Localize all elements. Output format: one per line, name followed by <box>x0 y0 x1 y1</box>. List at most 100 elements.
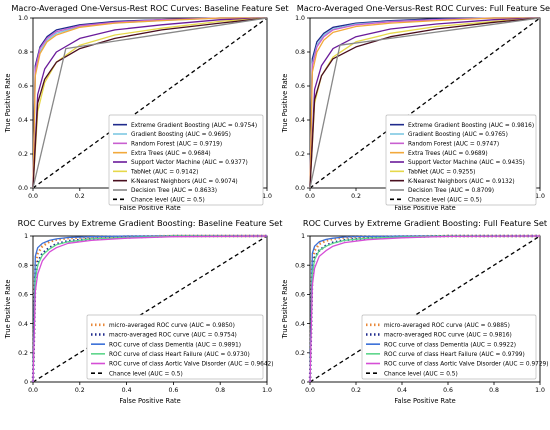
y-tick-label: 0.8 <box>295 49 305 56</box>
y-tick-label: 0.6 <box>18 292 28 299</box>
legend: micro-averaged ROC curve (AUC = 0.9850) m… <box>86 314 273 380</box>
series-line-9 <box>309 17 541 189</box>
x-tick-label: 0.0 <box>28 387 38 394</box>
legend-entry: ROC curve of class Aortic Valve Disorder… <box>384 362 548 368</box>
legend-entry: macro-averaged ROC curve (AUC = 0.9816) <box>384 333 512 339</box>
x-tick-label: 0.8 <box>489 387 499 394</box>
legend-box <box>108 114 264 206</box>
legend-entry: Random Forest (AUC = 0.9747) <box>408 141 499 147</box>
legend-entry: micro-averaged ROC curve (AUC = 0.9850) <box>109 323 235 329</box>
legend-entry: Extreme Gradient Boosting (AUC = 0.9754) <box>131 123 257 129</box>
x-tick-label: 0.8 <box>215 387 225 394</box>
x-tick-label: 1.0 <box>262 193 272 200</box>
legend-entry: Support Vector Machine (AUC = 0.9377) <box>131 160 248 166</box>
series-line-8 <box>32 17 268 189</box>
y-tick-label: 0.0 <box>18 185 28 192</box>
legend-entry: TabNet (AUC = 0.9255) <box>407 169 475 175</box>
series-line-5 <box>32 235 268 383</box>
y-tick-label: 0.8 <box>18 262 28 269</box>
legend-box <box>361 314 537 380</box>
series-line-4 <box>309 17 540 189</box>
y-tick-label: 1 <box>24 233 28 240</box>
x-tick-label: 1.0 <box>535 387 545 394</box>
series-line-5 <box>309 17 541 189</box>
x-axis-label: False Positive Rate <box>119 397 180 405</box>
series-line-3 <box>309 235 540 383</box>
x-axis-label: False Positive Rate <box>394 204 455 212</box>
y-axis-label: True Positive Rate <box>281 280 289 340</box>
y-axis-label: True Positive Rate <box>281 74 289 134</box>
legend-entry: Chance level (AUC = 0.5) <box>109 371 183 377</box>
y-tick-label: 0 <box>301 379 305 386</box>
legend-entry: Gradient Boosting (AUC = 0.9765) <box>408 132 508 138</box>
legend-entry: macro-averaged ROC curve (AUC = 0.9754) <box>109 333 237 339</box>
legend-entry: Support Vector Machine (AUC = 0.9435) <box>408 160 525 166</box>
legend-entry: K-Nearest Neighbors (AUC = 0.9074) <box>131 179 238 185</box>
legend-entry: Chance level (AUC = 0.5) <box>408 197 482 203</box>
y-tick-label: 0.4 <box>18 117 28 124</box>
series-line-5 <box>309 235 541 383</box>
legend-entry: Chance level (AUC = 0.5) <box>131 197 205 203</box>
chart-panel-1: Macro-Averaged One-Versus-Rest ROC Curve… <box>4 3 289 212</box>
legend-entry: Extra Trees (AUC = 0.9684) <box>131 151 211 157</box>
x-tick-label: 0.4 <box>397 387 407 394</box>
y-tick-label: 0 <box>24 379 28 386</box>
y-tick-label: 0.2 <box>18 151 28 158</box>
series-line-6 <box>32 17 268 189</box>
x-tick-label: 0.2 <box>75 193 85 200</box>
chart-panel-4: ROC Curves by Extreme Gradient Boosting:… <box>281 218 548 405</box>
y-tick-label: 1 <box>301 233 305 240</box>
legend-entry: ROC curve of class Dementia (AUC = 0.989… <box>109 342 241 348</box>
legend: micro-averaged ROC curve (AUC = 0.9885) m… <box>361 314 548 380</box>
x-axis-label: False Positive Rate <box>394 397 455 405</box>
legend-box <box>385 114 537 206</box>
legend-entry: ROC curve of class Heart Failure (AUC = … <box>109 352 250 358</box>
chart-title: Macro-Averaged One-Versus-Rest ROC Curve… <box>11 3 289 13</box>
y-tick-label: 1.0 <box>18 15 28 22</box>
x-tick-label: 0.0 <box>305 193 315 200</box>
x-tick-label: 1.0 <box>262 387 272 394</box>
series-line-9 <box>32 17 268 189</box>
series-line-8 <box>309 17 541 189</box>
series-line-2 <box>308 234 540 383</box>
legend: Extreme Gradient Boosting (AUC = 0.9754)… <box>108 114 264 206</box>
x-tick-label: 0.2 <box>75 387 85 394</box>
x-axis-label: False Positive Rate <box>119 204 180 212</box>
legend-entry: Random Forest (AUC = 0.9719) <box>131 141 222 147</box>
legend-entry: Gradient Boosting (AUC = 0.9695) <box>131 132 231 138</box>
x-tick-label: 0.0 <box>305 387 315 394</box>
series-line-3 <box>32 235 267 383</box>
y-tick-label: 0.6 <box>18 83 28 90</box>
legend-entry: ROC curve of class Heart Failure (AUC = … <box>384 352 525 358</box>
chart-panel-2: Macro-Averaged One-Versus-Rest ROC Curve… <box>281 3 550 212</box>
series-line-6 <box>32 235 268 383</box>
legend: Extreme Gradient Boosting (AUC = 0.9816)… <box>385 114 537 206</box>
y-tick-label: 0.2 <box>295 151 305 158</box>
legend-entry: ROC curve of class Dementia (AUC = 0.992… <box>384 342 516 348</box>
legend-entry: Chance level (AUC = 0.5) <box>384 371 458 377</box>
legend-box <box>86 314 264 380</box>
y-tick-label: 0.2 <box>295 350 305 357</box>
x-tick-label: 1.0 <box>535 193 545 200</box>
y-axis-label: True Positive Rate <box>4 280 12 340</box>
legend-entry: Decision Tree (AUC = 0.8633) <box>131 188 217 194</box>
y-tick-label: 0.8 <box>295 262 305 269</box>
x-tick-label: 0.6 <box>168 387 178 394</box>
legend-entry: Decision Tree (AUC = 0.8709) <box>408 188 494 194</box>
y-tick-label: 0.6 <box>295 83 305 90</box>
series-line-4 <box>32 235 267 383</box>
x-tick-label: 0.4 <box>122 387 132 394</box>
legend-entry: TabNet (AUC = 0.9142) <box>130 169 198 175</box>
x-tick-label: 0.2 <box>351 193 361 200</box>
x-tick-label: 0.6 <box>443 387 453 394</box>
y-axis-label: True Positive Rate <box>4 74 12 134</box>
y-tick-label: 0.6 <box>295 292 305 299</box>
chart-title: ROC Curves by Extreme Gradient Boosting:… <box>18 218 284 228</box>
y-tick-label: 0.8 <box>18 49 28 56</box>
series-line-1 <box>31 234 267 383</box>
legend-entry: ROC curve of class Aortic Valve Disorder… <box>109 362 273 368</box>
y-tick-label: 0.2 <box>18 350 28 357</box>
x-tick-label: 0.0 <box>28 193 38 200</box>
series-line-4 <box>309 235 540 383</box>
